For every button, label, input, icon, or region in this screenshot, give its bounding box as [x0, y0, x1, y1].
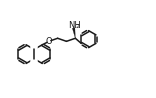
Text: O: O [45, 37, 52, 46]
Text: 2: 2 [76, 24, 80, 29]
Polygon shape [72, 28, 75, 38]
Text: NH: NH [68, 21, 81, 30]
